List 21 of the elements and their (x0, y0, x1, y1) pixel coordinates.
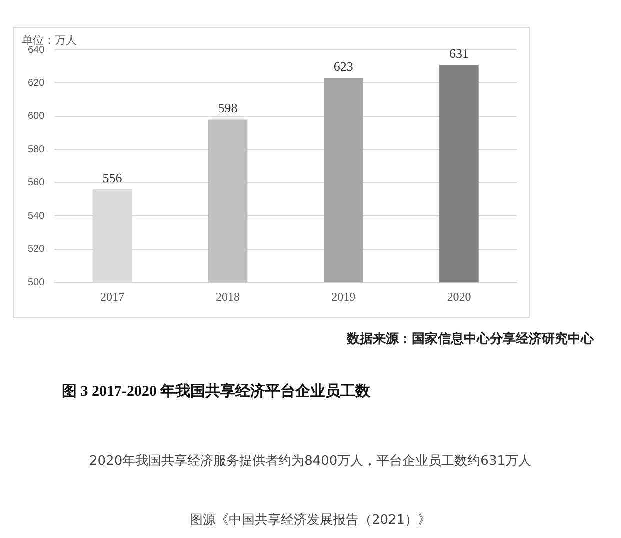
y-axis-title: 单位：万人 (22, 33, 77, 47)
x-tick-label: 2020 (447, 290, 472, 304)
y-tick-label: 620 (28, 78, 46, 89)
text: 图源《中国共享经济发展报告（2021）》 (188, 512, 432, 529)
source-note: 数据来源：国家信息中心分享经济研究中心 (347, 330, 594, 348)
data-label: 598 (218, 100, 238, 116)
y-tick-label: 560 (28, 178, 46, 189)
y-tick-label: 500 (28, 277, 46, 288)
y-tick-label: 520 (28, 244, 46, 256)
data-label: 623 (334, 59, 354, 74)
data-label: 631 (449, 46, 469, 61)
text: 2020年我国共享经济服务提供者约为8400万人，平台企业员工数约631万人 (88, 453, 532, 470)
y-tick-label: 640 (28, 44, 46, 56)
y-tick-label: 540 (28, 210, 46, 222)
y-tick-label: 600 (28, 111, 46, 122)
x-tick-label: 2017 (100, 290, 124, 304)
text: 图 3 2017-2020 年我国共享经济平台企业员工数 (62, 382, 371, 401)
data-label: 556 (102, 170, 123, 186)
x-tick-label: 2018 (216, 290, 240, 304)
y-tick-label: 580 (28, 144, 46, 156)
x-tick-label: 2019 (332, 290, 356, 304)
